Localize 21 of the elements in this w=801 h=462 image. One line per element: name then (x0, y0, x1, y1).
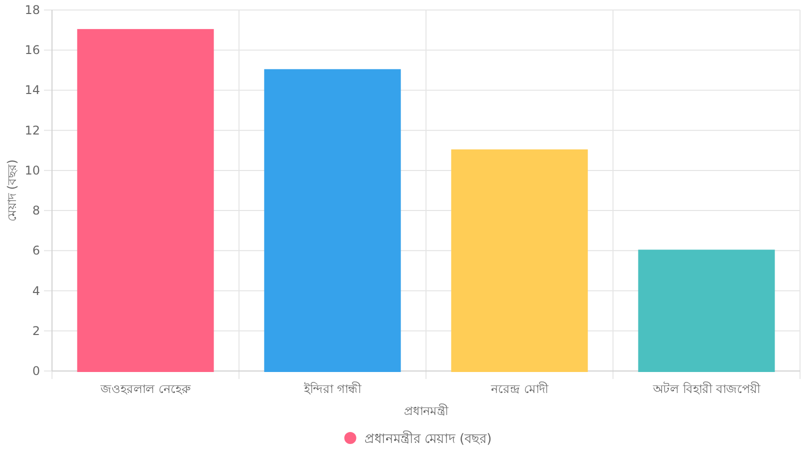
x-axis-title: প্রধানমন্ত্রী (404, 404, 449, 418)
bar (264, 69, 401, 372)
x-tick-label: অটল বিহারী বাজপেয়ী (652, 382, 761, 396)
x-tick-label: ইন্দিরা গান্ধী (303, 382, 362, 396)
y-tick-label: 8 (32, 204, 40, 218)
y-tick-label: 10 (24, 163, 40, 178)
y-tick-label: 6 (32, 244, 40, 258)
y-tick-label: 16 (24, 43, 40, 58)
x-tick-label: জওহরলাল নেহেরু (100, 382, 192, 396)
bar (451, 149, 588, 372)
y-tick-label: 2 (32, 324, 40, 338)
legend-label: প্রধানমন্ত্রীর মেয়াদ (বছর) (364, 431, 492, 447)
y-tick-label: 14 (24, 83, 40, 98)
y-tick-label: 0 (32, 364, 40, 378)
y-tick-label: 4 (32, 284, 40, 298)
y-tick-label: 12 (24, 123, 40, 138)
bar (638, 250, 775, 372)
x-tick-label: নরেন্দ্র মোদী (490, 382, 549, 396)
y-axis-title: মেয়াদ (বছর) (5, 159, 19, 222)
y-tick-label: 18 (24, 3, 40, 17)
bar (77, 29, 214, 372)
